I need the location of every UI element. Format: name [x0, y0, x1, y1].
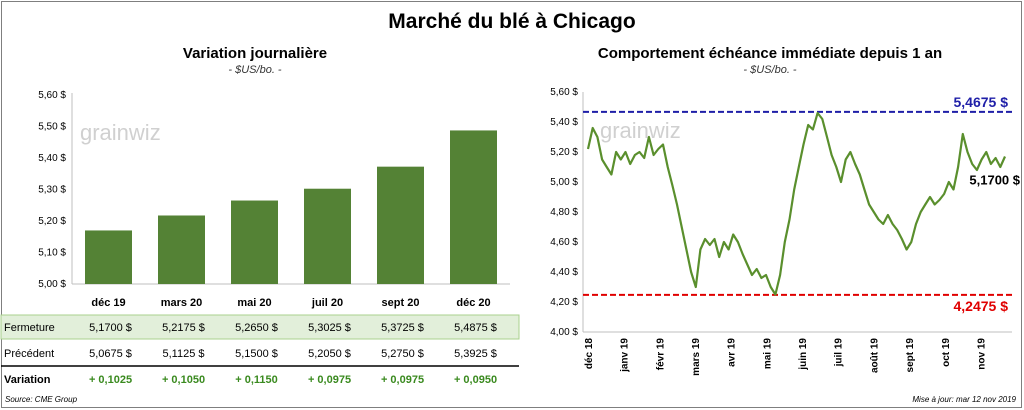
table-row-highlight: [0, 314, 520, 340]
x-category-label: mars 20: [161, 297, 203, 309]
x-tick-label: avr 19: [727, 338, 738, 367]
x-category-label: déc 20: [456, 297, 490, 309]
table-row-label: Précédent: [4, 348, 54, 360]
table-cell: + 0,0975: [308, 374, 351, 386]
y-tick-label: 5,10 $: [38, 248, 66, 259]
last-value-label: 5,1700 $: [969, 173, 1020, 188]
y-tick-label: 4,60 $: [550, 237, 578, 248]
bar: [450, 130, 497, 284]
update-note: Mise à jour: mar 12 nov 2019: [912, 395, 1016, 404]
y-tick-label: 4,40 $: [550, 267, 578, 278]
x-tick-label: janv 19: [620, 338, 631, 373]
x-tick-label: mai 19: [762, 338, 773, 370]
min-label: 4,2475 $: [954, 298, 1009, 314]
table-row-label: Fermeture: [4, 322, 55, 334]
x-category-label: déc 19: [91, 297, 125, 309]
bar: [231, 200, 278, 284]
x-category-label: mai 20: [237, 297, 271, 309]
table-cell: 5,3925 $: [454, 348, 497, 360]
table-cell: 5,0675 $: [89, 348, 132, 360]
table-cell: + 0,0975: [381, 374, 424, 386]
table-cell: + 0,0950: [454, 374, 497, 386]
x-tick-label: sept 19: [905, 338, 916, 373]
left-panel-subtitle: - $US/bo. -: [228, 64, 282, 76]
y-tick-label: 5,20 $: [550, 147, 578, 158]
x-tick-label: juil 19: [834, 338, 845, 368]
x-tick-label: nov 19: [976, 338, 987, 370]
x-tick-label: oct 19: [941, 338, 952, 367]
table-row-label: Variation: [4, 374, 51, 386]
bar: [158, 215, 205, 284]
table-cell: 5,4875 $: [454, 322, 497, 334]
main-title: Marché du blé à Chicago: [388, 10, 636, 33]
y-tick-label: 5,40 $: [38, 153, 66, 164]
x-tick-label: déc 18: [584, 338, 595, 370]
x-tick-label: mars 19: [691, 338, 702, 376]
y-tick-label: 5,00 $: [38, 279, 66, 290]
table-cell: 5,1125 $: [162, 348, 204, 360]
watermark-right: grainwiz: [600, 118, 681, 143]
y-tick-label: 5,60 $: [550, 87, 578, 98]
table-cell: 5,2050 $: [308, 348, 351, 360]
table-cell: 5,3025 $: [308, 322, 351, 334]
left-panel-title: Variation journalière: [182, 45, 328, 62]
x-tick-label: août 19: [869, 338, 880, 373]
bar: [377, 166, 424, 284]
table-cell: 5,1500 $: [235, 348, 278, 360]
y-tick-label: 5,00 $: [550, 177, 578, 188]
y-tick-label: 5,40 $: [550, 117, 578, 128]
table-cell: 5,2650 $: [235, 322, 278, 334]
table-cell: 5,1700 $: [89, 322, 132, 334]
y-tick-label: 4,80 $: [550, 207, 578, 218]
source-note: Source: CME Group: [5, 395, 78, 404]
bar: [85, 230, 132, 284]
y-tick-label: 4,00 $: [550, 327, 578, 338]
table-cell: 5,2175 $: [162, 322, 205, 334]
watermark-left: grainwiz: [80, 120, 161, 145]
x-category-label: juil 20: [311, 297, 343, 309]
table-cell: 5,2750 $: [381, 348, 424, 360]
table-cell: 5,3725 $: [381, 322, 424, 334]
right-panel-subtitle: - $US/bo. -: [743, 64, 797, 76]
y-tick-label: 5,30 $: [38, 185, 66, 196]
y-tick-label: 4,20 $: [550, 297, 578, 308]
table-cell: + 0,1025: [89, 374, 132, 386]
x-tick-label: juin 19: [798, 338, 809, 371]
y-tick-label: 5,50 $: [38, 122, 66, 133]
y-tick-label: 5,20 $: [38, 216, 66, 227]
table-cell: + 0,1050: [162, 374, 205, 386]
right-panel-title: Comportement échéance immédiate depuis 1…: [597, 45, 943, 62]
y-tick-label: 5,60 $: [38, 90, 66, 101]
bar: [304, 188, 351, 284]
x-tick-label: févr 19: [655, 338, 666, 371]
price-series-line: [586, 111, 1007, 296]
max-label: 5,4675 $: [954, 94, 1009, 110]
left-bar-chart: grainwiz 5,00 $ 5,10 $ 5,20 $ 5,30 $ 5,40 $ 5,…: [0, 90, 520, 386]
table-cell: + 0,1150: [235, 374, 278, 386]
x-category-label: sept 20: [382, 297, 420, 309]
